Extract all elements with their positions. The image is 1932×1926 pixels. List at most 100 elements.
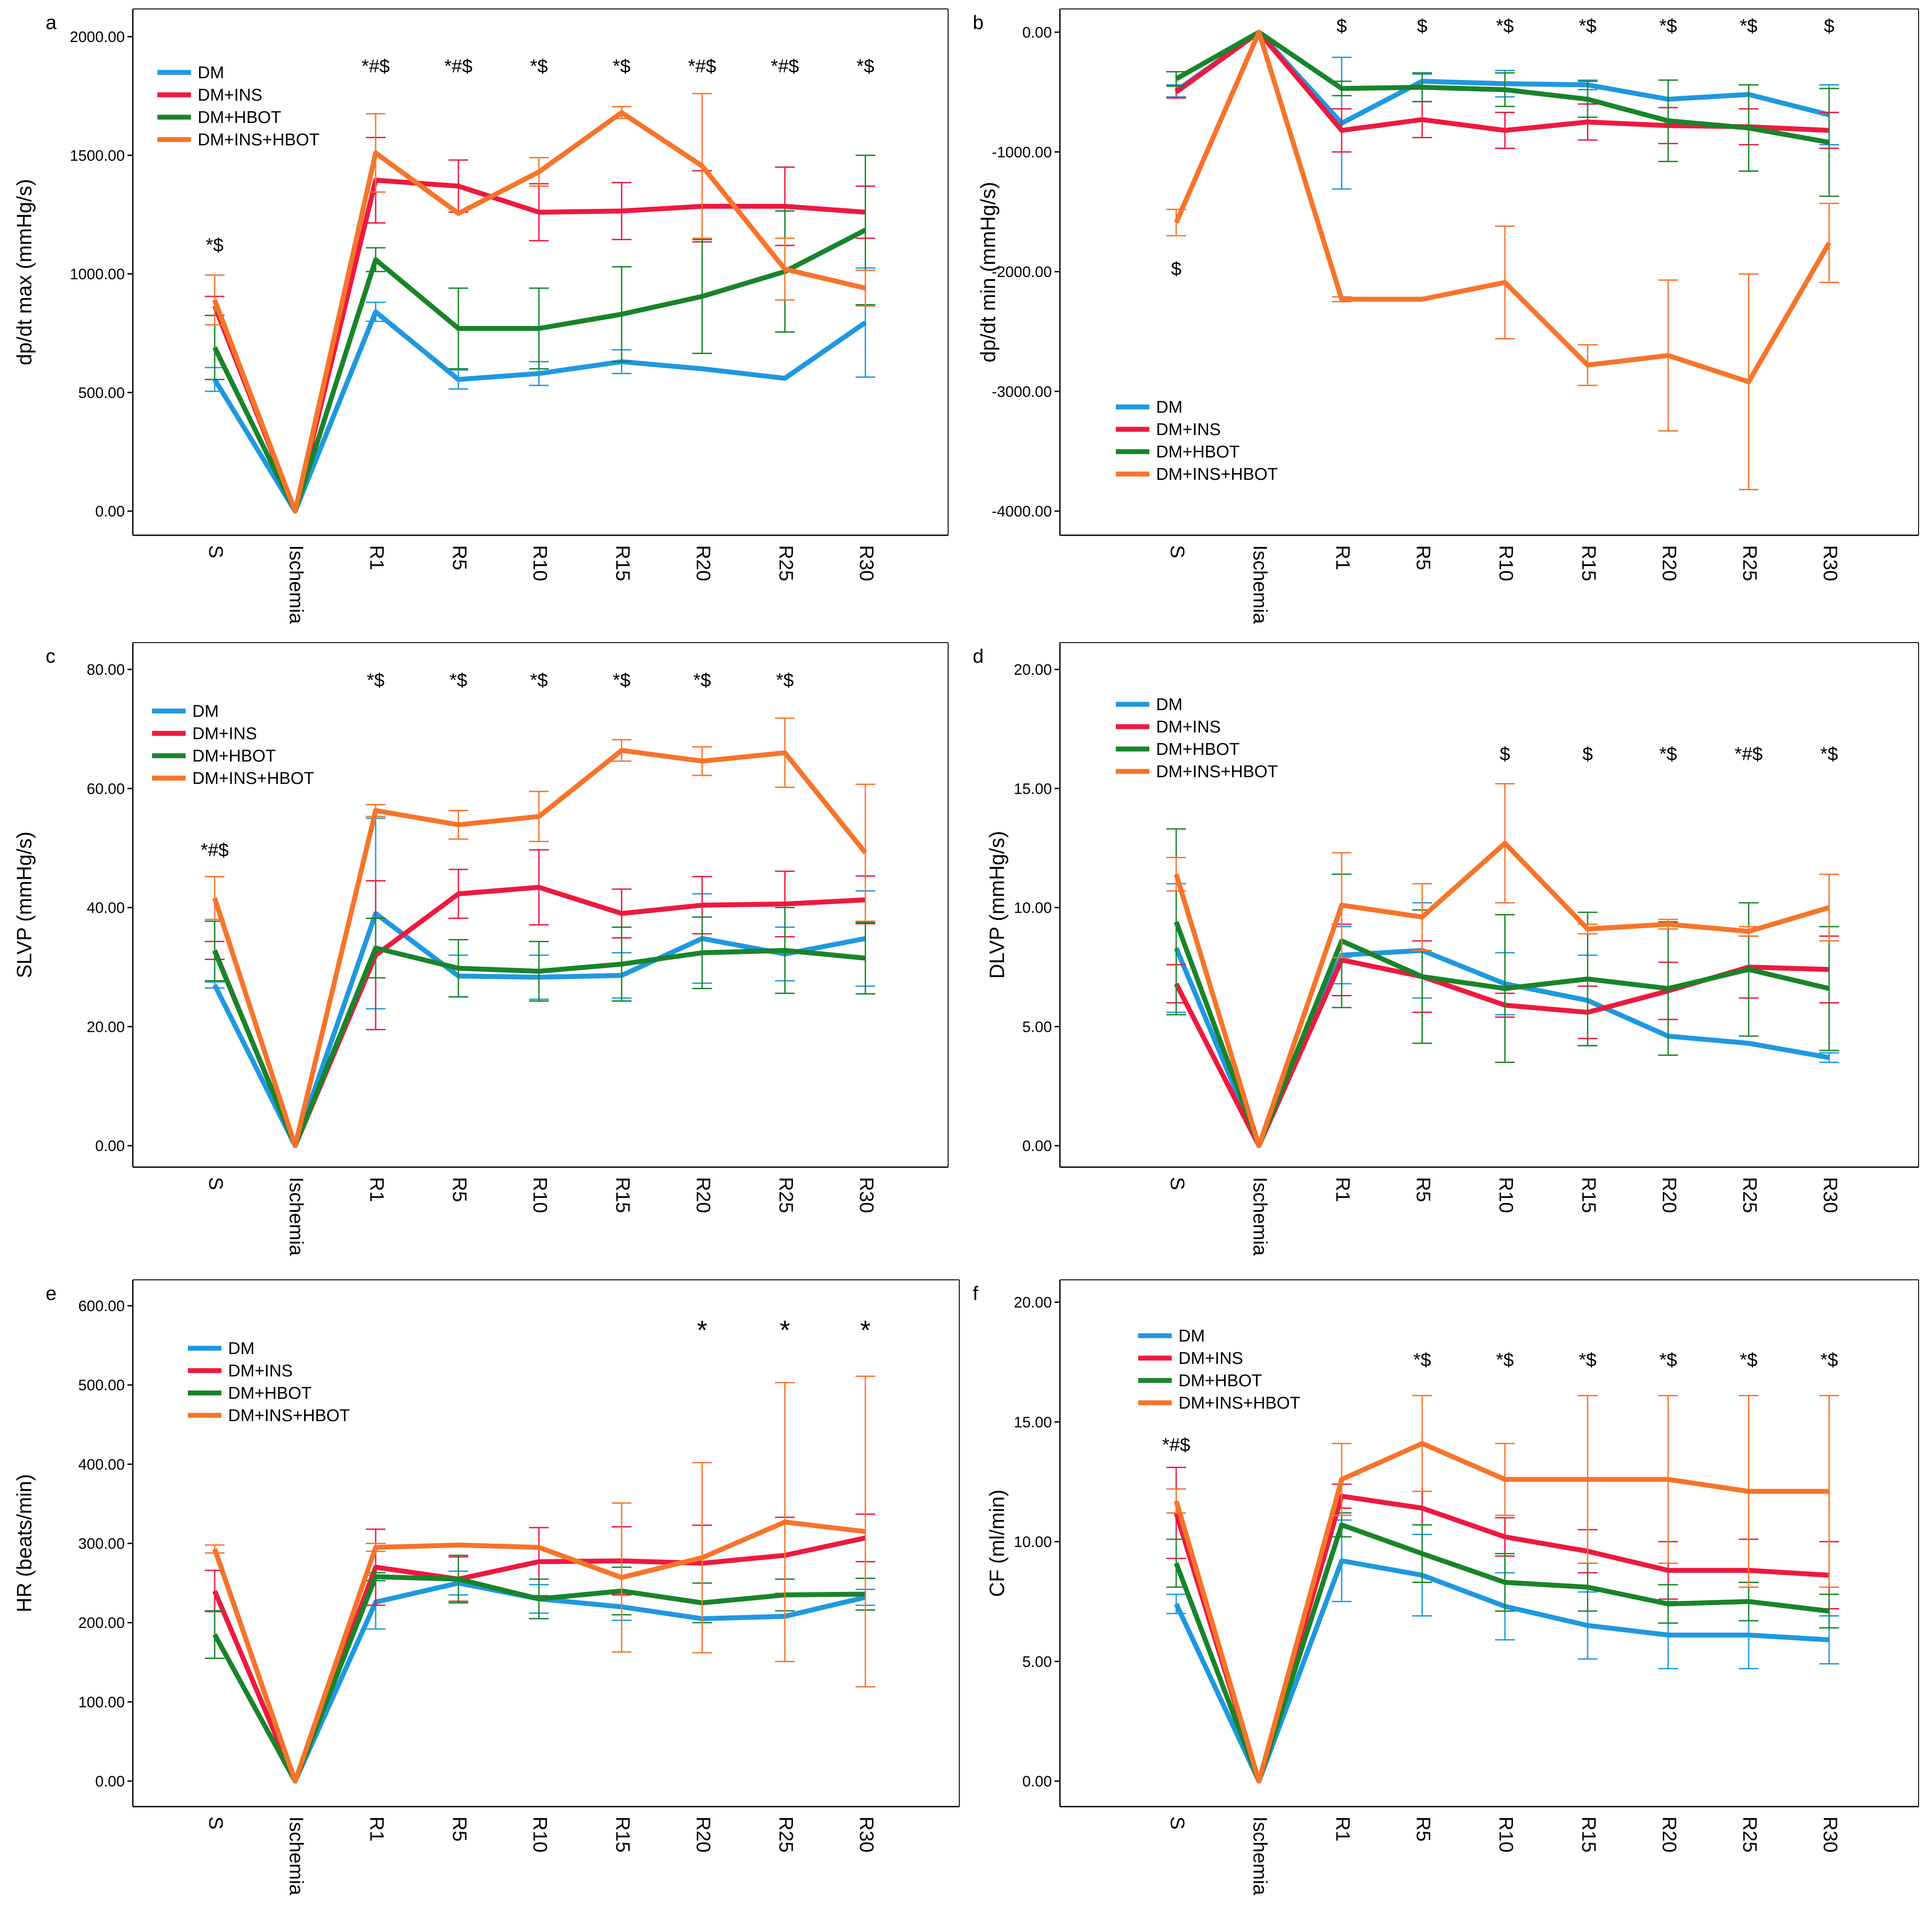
series-dm-ins <box>1166 923 1839 1148</box>
panel-letter-a: a <box>46 12 57 34</box>
significance-annotation: $ <box>1824 15 1834 36</box>
significance-annotation: *$ <box>1659 743 1677 764</box>
x-tick-label: R1 <box>1332 1177 1354 1202</box>
y-axis-label: dp/dt min (mmHg/s) <box>976 182 1000 363</box>
legend-label: DM <box>1156 398 1182 417</box>
y-axis-label: dp/dt max (mmHg/s) <box>13 179 36 365</box>
panel-e: e 0.00 100.00 200.00 300.00 400.00 500.00 600.0… <box>13 1279 960 1896</box>
significance-annotation: *$ <box>613 55 631 76</box>
legend-label: DM+HBOT <box>228 1384 312 1403</box>
series-dm <box>212 1548 875 1784</box>
significance-annotation: *$ <box>1820 1349 1838 1370</box>
x-tick-label: R1 <box>366 1816 388 1841</box>
legend: DM DM+INS DM+HBOT DM+INS+HBOT <box>152 702 314 788</box>
x-tick-label: R25 <box>775 1816 797 1853</box>
legend-label: DM+INS+HBOT <box>1156 762 1278 781</box>
x-tick-label: R1 <box>366 545 388 570</box>
x-tick-label: Ischemia <box>285 1177 307 1256</box>
y-tick-label: 0.00 <box>1022 1138 1052 1155</box>
series-dm-ins <box>205 1513 875 1784</box>
panel-letter-b: b <box>973 12 983 34</box>
legend: DM DM+INS DM+HBOT DM+INS+HBOT <box>188 1339 350 1425</box>
significance-annotation: $ <box>1417 15 1427 36</box>
x-tick-label: R5 <box>1412 1816 1434 1841</box>
series-dm-ins-hbot <box>205 93 875 514</box>
significance-annotation: *#$ <box>1162 1434 1190 1455</box>
series-dm <box>205 267 875 514</box>
legend: DM DM+INS DM+HBOT DM+INS+HBOT <box>1138 1327 1300 1413</box>
x-tick-label: R30 <box>856 545 877 581</box>
series-dm-hbot <box>205 907 875 1148</box>
series-line <box>1174 1441 1829 1784</box>
x-tick-label: Ischemia <box>285 1816 307 1896</box>
panel-c: c 0.00 20.00 40.00 60.00 80.00 SLVP (mmHg/s) S I… <box>13 642 949 1256</box>
significance-annotation: $ <box>1336 15 1347 36</box>
significance-annotation: *$ <box>1740 15 1758 36</box>
legend-label: DM+HBOT <box>1156 740 1240 759</box>
series-line <box>212 110 866 514</box>
x-tick-label: R10 <box>1495 545 1517 581</box>
series-line <box>212 748 868 1148</box>
x-tick-label: R5 <box>1412 545 1434 570</box>
legend-label: DM+HBOT <box>1156 443 1240 461</box>
legend-label: DM+INS <box>1156 420 1221 439</box>
x-tick-label: S <box>1166 1177 1188 1190</box>
legend: DM DM+INS DM+HBOT DM+INS+HBOT <box>157 63 319 149</box>
significance-annotation: * <box>697 1315 707 1345</box>
x-tick-label: Ischemia <box>285 545 307 624</box>
significance-annotation: *$ <box>206 234 224 255</box>
panel-letter-d: d <box>973 645 983 667</box>
significance-annotation: *$ <box>1820 743 1838 764</box>
y-tick-label: 0.00 <box>1022 24 1052 41</box>
series-line <box>212 309 867 514</box>
x-tick-label: R30 <box>1819 545 1841 581</box>
x-tick-label: R10 <box>1495 1177 1517 1213</box>
x-tick-label: R1 <box>366 1177 388 1202</box>
y-tick-label: 10.00 <box>1014 900 1052 917</box>
panel-letter-e: e <box>46 1283 56 1304</box>
x-tick-label: R20 <box>692 1816 714 1853</box>
y-tick-label: -3000.00 <box>992 383 1052 400</box>
significance-annotation: $ <box>1582 743 1593 764</box>
significance-annotation: *$ <box>530 55 548 76</box>
legend-label: DM+INS+HBOT <box>228 1406 350 1425</box>
x-tick-label: S <box>205 1177 227 1190</box>
y-tick-label: 5.00 <box>1022 1653 1052 1670</box>
significance-annotation: *$ <box>613 669 631 690</box>
legend-label: DM+INS+HBOT <box>1156 465 1278 484</box>
x-tick-label: R25 <box>775 1177 797 1213</box>
significance-annotation: *$ <box>1413 1349 1431 1370</box>
legend-label: DM+INS <box>1178 1349 1243 1368</box>
series-dm-hbot <box>205 154 875 514</box>
x-tick-label: R20 <box>1658 1177 1680 1213</box>
significance-annotation: *$ <box>1659 15 1677 36</box>
y-tick-label: -2000.00 <box>992 264 1052 281</box>
x-tick-label: Ischemia <box>1249 545 1271 624</box>
significance-annotation: *#$ <box>361 55 390 76</box>
legend-label: DM+INS+HBOT <box>198 131 319 149</box>
y-tick-label: 15.00 <box>1014 1414 1052 1431</box>
significance-annotation: *$ <box>1659 1349 1677 1370</box>
significance-annotation: $ <box>1500 743 1510 764</box>
y-tick-label: 0.00 <box>95 1138 125 1155</box>
series-line <box>1174 1558 1830 1784</box>
x-tick-label: R10 <box>529 1177 551 1213</box>
legend-label: DM+INS+HBOT <box>192 769 314 788</box>
series-line <box>1174 30 1831 385</box>
y-tick-label: 0.00 <box>95 503 125 520</box>
significance-annotation: *$ <box>856 55 874 76</box>
x-tick-label: R30 <box>1819 1177 1841 1213</box>
y-tick-label: 5.00 <box>1022 1019 1052 1036</box>
x-tick-label: S <box>205 1816 227 1829</box>
series-dm-hbot <box>1166 828 1839 1148</box>
x-tick-label: R10 <box>529 1816 551 1853</box>
y-tick-label: 0.00 <box>95 1773 125 1790</box>
x-tick-label: R5 <box>1412 1177 1434 1202</box>
panel-a: a 0.00 500.00 1000.00 1500.00 2000.00 dp/dt ma… <box>13 8 949 624</box>
significance-annotation: *#$ <box>771 55 799 76</box>
panel-f: f 0.00 5.00 10.00 15.00 20.00 CF (ml/min) S Isch… <box>973 1279 1919 1896</box>
y-tick-label: 400.00 <box>78 1456 125 1473</box>
significance-annotation: *$ <box>776 669 794 690</box>
x-tick-label: R25 <box>1739 545 1761 581</box>
y-tick-label: -4000.00 <box>992 503 1052 520</box>
